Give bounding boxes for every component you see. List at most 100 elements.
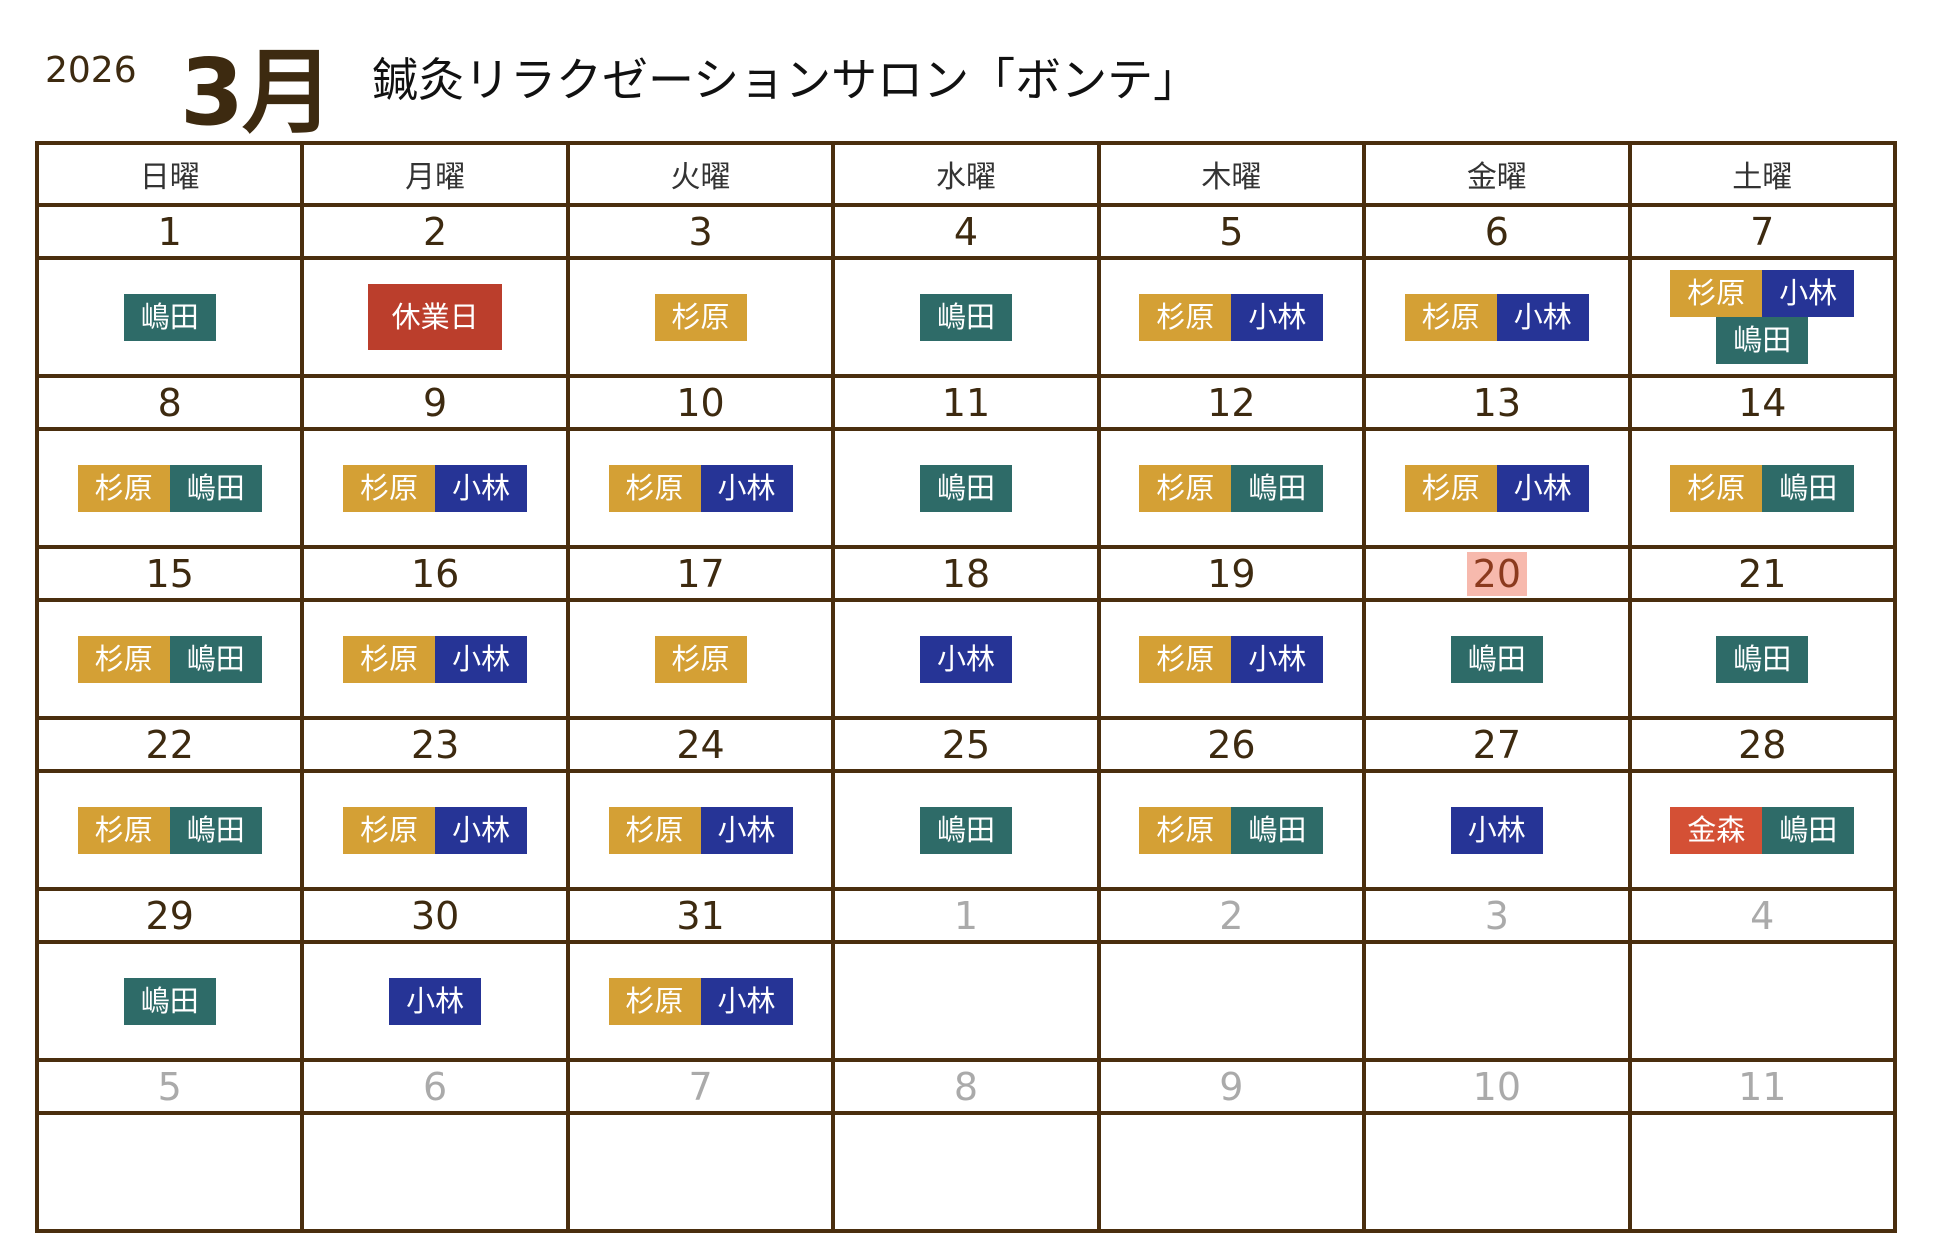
staff-badge[interactable]: 嶋田 bbox=[1231, 464, 1324, 512]
staff-badge[interactable]: 嶋田 bbox=[169, 635, 262, 683]
day-events-cell[interactable] bbox=[831, 940, 1101, 1062]
day-number-cell[interactable]: 24 bbox=[565, 716, 836, 773]
staff-badge[interactable]: 嶋田 bbox=[169, 464, 262, 512]
day-number-cell[interactable]: 11 bbox=[1627, 1058, 1898, 1115]
staff-badge[interactable]: 小林 bbox=[700, 464, 793, 512]
day-number-cell[interactable]: 5 bbox=[34, 1058, 305, 1115]
staff-badge[interactable]: 杉原 bbox=[343, 635, 436, 683]
day-number-cell[interactable]: 8 bbox=[831, 1058, 1101, 1115]
day-events-cell[interactable] bbox=[1627, 940, 1898, 1062]
day-number-cell[interactable]: 8 bbox=[34, 374, 305, 431]
staff-badge[interactable]: 小林 bbox=[700, 806, 793, 854]
day-events-cell[interactable]: 杉原 嶋田 bbox=[1096, 427, 1367, 549]
day-number-cell[interactable]: 5 bbox=[1096, 203, 1367, 260]
staff-badge[interactable]: 小林 bbox=[435, 464, 528, 512]
day-number-cell[interactable]: 7 bbox=[565, 1058, 836, 1115]
day-events-cell[interactable]: 杉原 小林 bbox=[1096, 598, 1367, 720]
staff-badge[interactable]: 杉原 bbox=[1139, 806, 1232, 854]
day-events-cell[interactable]: 杉原 小林 bbox=[565, 940, 836, 1062]
staff-badge[interactable]: 小林 bbox=[389, 977, 482, 1025]
day-number-cell[interactable]: 20 bbox=[1362, 545, 1632, 602]
day-number-cell[interactable]: 30 bbox=[300, 887, 570, 944]
day-number-cell[interactable]: 17 bbox=[565, 545, 836, 602]
day-number-cell[interactable]: 3 bbox=[565, 203, 836, 260]
day-number-cell[interactable]: 16 bbox=[300, 545, 570, 602]
day-number-cell[interactable]: 31 bbox=[565, 887, 836, 944]
staff-badge[interactable]: 杉原 bbox=[1139, 293, 1232, 341]
day-number-cell[interactable]: 9 bbox=[300, 374, 570, 431]
day-events-cell[interactable]: 杉原 小林 bbox=[565, 769, 836, 891]
staff-badge[interactable]: 嶋田 bbox=[1450, 635, 1543, 683]
day-events-cell[interactable]: 杉原 bbox=[565, 598, 836, 720]
staff-badge[interactable]: 小林 bbox=[1231, 293, 1324, 341]
day-events-cell[interactable]: 嶋田 bbox=[831, 256, 1101, 378]
day-events-cell[interactable]: 杉原 小林 bbox=[565, 427, 836, 549]
day-number-cell[interactable]: 13 bbox=[1362, 374, 1632, 431]
day-events-cell[interactable]: 杉原 嶋田 bbox=[34, 427, 305, 549]
staff-badge[interactable]: 杉原 bbox=[343, 464, 436, 512]
day-events-cell[interactable] bbox=[34, 1111, 305, 1233]
staff-badge[interactable]: 杉原 bbox=[77, 635, 170, 683]
day-number-cell[interactable]: 29 bbox=[34, 887, 305, 944]
staff-badge[interactable]: 杉原 bbox=[654, 635, 747, 683]
day-number-cell[interactable]: 4 bbox=[831, 203, 1101, 260]
staff-badge[interactable]: 杉原 bbox=[608, 464, 701, 512]
day-events-cell[interactable] bbox=[1627, 1111, 1898, 1233]
day-number-cell[interactable]: 18 bbox=[831, 545, 1101, 602]
staff-badge[interactable]: 嶋田 bbox=[919, 806, 1012, 854]
staff-badge[interactable]: 嶋田 bbox=[919, 293, 1012, 341]
staff-badge[interactable]: 金森 bbox=[1670, 806, 1763, 854]
staff-badge[interactable]: 小林 bbox=[435, 635, 528, 683]
day-number-cell[interactable]: 6 bbox=[300, 1058, 570, 1115]
staff-badge[interactable]: 小林 bbox=[1231, 635, 1324, 683]
day-events-cell[interactable]: 杉原 bbox=[565, 256, 836, 378]
day-events-cell[interactable]: 杉原 嶋田 bbox=[34, 598, 305, 720]
day-number-cell[interactable]: 6 bbox=[1362, 203, 1632, 260]
staff-badge[interactable]: 嶋田 bbox=[1231, 806, 1324, 854]
day-events-cell[interactable]: 嶋田 bbox=[831, 427, 1101, 549]
day-number-cell[interactable]: 22 bbox=[34, 716, 305, 773]
day-number-cell[interactable]: 9 bbox=[1096, 1058, 1367, 1115]
day-number-cell[interactable]: 23 bbox=[300, 716, 570, 773]
day-number-cell[interactable]: 11 bbox=[831, 374, 1101, 431]
day-number-cell[interactable]: 14 bbox=[1627, 374, 1898, 431]
day-events-cell[interactable] bbox=[565, 1111, 836, 1233]
staff-badge[interactable]: 嶋田 bbox=[169, 806, 262, 854]
staff-badge[interactable]: 小林 bbox=[700, 977, 793, 1025]
staff-badge[interactable]: 杉原 bbox=[343, 806, 436, 854]
day-number-cell[interactable]: 27 bbox=[1362, 716, 1632, 773]
staff-badge[interactable]: 嶋田 bbox=[123, 293, 216, 341]
staff-badge[interactable]: 杉原 bbox=[1139, 635, 1232, 683]
day-events-cell[interactable]: 杉原 嶋田 bbox=[1096, 769, 1367, 891]
day-events-cell[interactable]: 杉原 嶋田 bbox=[34, 769, 305, 891]
staff-badge[interactable]: 嶋田 bbox=[1716, 635, 1809, 683]
day-number-cell[interactable]: 3 bbox=[1362, 887, 1632, 944]
staff-badge[interactable]: 杉原 bbox=[608, 806, 701, 854]
day-number-cell[interactable]: 10 bbox=[565, 374, 836, 431]
staff-badge[interactable]: 小林 bbox=[1496, 293, 1589, 341]
day-events-cell[interactable]: 杉原 小林 bbox=[1362, 256, 1632, 378]
day-number-cell[interactable]: 25 bbox=[831, 716, 1101, 773]
staff-badge[interactable]: 杉原 bbox=[654, 293, 747, 341]
day-events-cell[interactable]: 嶋田 bbox=[831, 769, 1101, 891]
day-events-cell[interactable]: 嶋田 bbox=[34, 940, 305, 1062]
staff-badge[interactable]: 杉原 bbox=[1404, 464, 1497, 512]
day-events-cell[interactable]: 杉原 小林 嶋田 bbox=[1627, 256, 1898, 378]
staff-badge[interactable]: 杉原 bbox=[1404, 293, 1497, 341]
day-events-cell[interactable]: 杉原 小林 bbox=[300, 598, 570, 720]
day-number-cell[interactable]: 19 bbox=[1096, 545, 1367, 602]
day-events-cell[interactable]: 杉原 小林 bbox=[1362, 427, 1632, 549]
staff-badge[interactable]: 小林 bbox=[1496, 464, 1589, 512]
closed-day-badge[interactable]: 休業日 bbox=[368, 284, 503, 350]
day-number-cell[interactable]: 2 bbox=[300, 203, 570, 260]
staff-badge[interactable]: 杉原 bbox=[1670, 464, 1763, 512]
day-number-cell[interactable]: 7 bbox=[1627, 203, 1898, 260]
day-events-cell[interactable]: 小林 bbox=[831, 598, 1101, 720]
staff-badge[interactable]: 嶋田 bbox=[1762, 806, 1855, 854]
day-events-cell[interactable]: 嶋田 bbox=[1627, 598, 1898, 720]
day-events-cell[interactable]: 嶋田 bbox=[34, 256, 305, 378]
staff-badge[interactable]: 杉原 bbox=[1139, 464, 1232, 512]
day-number-cell[interactable]: 2 bbox=[1096, 887, 1367, 944]
day-events-cell[interactable] bbox=[1096, 1111, 1367, 1233]
staff-badge[interactable]: 嶋田 bbox=[1716, 317, 1809, 364]
